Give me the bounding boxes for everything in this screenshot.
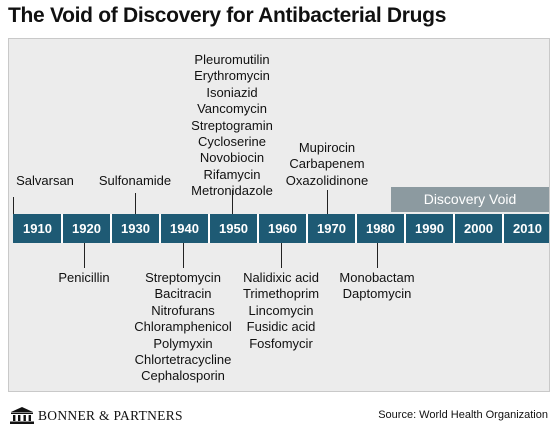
decade-label-1940: 1940	[170, 221, 199, 236]
drug-name: Cycloserine	[198, 134, 266, 150]
brand-name: BONNER & PARTNERS	[38, 407, 183, 423]
drugs-1930: Sulfonamide	[92, 173, 178, 189]
drug-name: Polymyxin	[153, 335, 213, 351]
drug-name: Carbapenem	[289, 156, 365, 172]
drug-name: Streptogramin	[191, 117, 273, 133]
decade-label-2010: 2010	[513, 221, 542, 236]
decade-divider	[306, 214, 308, 243]
drug-name: Isoniazid	[206, 84, 258, 100]
decade-divider	[159, 214, 161, 243]
drug-name: Novobiocin	[199, 150, 265, 166]
decade-label-1990: 1990	[415, 221, 444, 236]
drugs-1910: Salvarsan	[10, 173, 80, 189]
drugs-1980: Monobactam Daptomycin	[334, 270, 420, 303]
tick-1970	[327, 190, 328, 214]
drug-name: Pleuromutilin	[194, 52, 270, 67]
drug-name: Metronidazole	[191, 183, 273, 199]
drug-name: Chloramphenicol	[134, 319, 232, 335]
drug-name: Lincomycin	[248, 302, 314, 318]
decade-divider	[208, 214, 210, 243]
discovery-void-box: Discovery Void	[391, 187, 549, 212]
timeline-bar: 1910 1920 1930 1940 1950 1960 1970 1980 1990 2000…	[13, 214, 549, 243]
drug-name: Trimethoprim	[242, 286, 320, 302]
drug-name: Fusidic acid	[246, 319, 316, 335]
drug-name: Fosfomycir	[249, 335, 313, 351]
tick-1950	[232, 190, 233, 214]
drug-name: Sulfonamide	[98, 173, 172, 188]
drug-name: Erythromycin	[194, 68, 270, 84]
drug-name: Oxazolidinone	[285, 172, 369, 188]
drug-name: Vancomycin	[197, 101, 267, 117]
decade-label-1950: 1950	[219, 221, 248, 236]
drug-name: Salvarsan	[16, 173, 74, 188]
drug-name: Mupirocin	[298, 140, 356, 155]
drugs-1950: Pleuromutilin Erythromycin Isoniazid Vancom…	[187, 52, 277, 200]
drug-name: Streptomycin	[145, 270, 221, 285]
drug-name: Chlortetracycline	[134, 352, 232, 368]
tick-1940	[183, 243, 184, 268]
drug-name: Nalidixic acid	[243, 270, 319, 285]
decade-label-2000: 2000	[464, 221, 493, 236]
decade-divider	[502, 214, 504, 243]
tick-1910	[13, 197, 14, 214]
decade-label-1970: 1970	[317, 221, 346, 236]
page-title: The Void of Discovery for Antibacterial …	[8, 4, 447, 27]
decade-label-1910: 1910	[23, 221, 52, 236]
decade-label-1980: 1980	[366, 221, 395, 236]
tick-1920	[84, 243, 85, 268]
drugs-1970: Mupirocin Carbapenem Oxazolidinone	[282, 140, 372, 189]
decade-divider	[355, 214, 357, 243]
drug-name: Cephalosporin	[141, 368, 225, 384]
decade-divider	[257, 214, 259, 243]
drug-name: Rifamycin	[203, 166, 261, 182]
drugs-1960: Nalidixic acid Trimethoprim Lincomycin Fusi…	[236, 270, 326, 352]
decade-label-1960: 1960	[268, 221, 297, 236]
tick-1930	[135, 193, 136, 214]
decade-divider	[110, 214, 112, 243]
drug-name: Penicillin	[58, 270, 110, 285]
drugs-1920: Penicillin	[49, 270, 119, 286]
decade-divider	[404, 214, 406, 243]
building-columns-icon	[10, 407, 34, 424]
decade-divider	[453, 214, 455, 243]
tick-1960	[281, 243, 282, 268]
decade-label-1930: 1930	[121, 221, 150, 236]
drug-name: Nitrofurans	[151, 302, 215, 318]
drug-name: Daptomycin	[342, 286, 412, 302]
drug-name: Bacitracin	[154, 286, 212, 302]
tick-1980	[377, 243, 378, 268]
brand-logo: BONNER & PARTNERS	[10, 407, 183, 424]
drug-name: Monobactam	[339, 270, 415, 285]
drugs-1940: Streptomycin Bacitracin Nitrofurans Chloram…	[133, 270, 233, 385]
source-note: Source: World Health Organization	[378, 409, 548, 421]
decade-label-1920: 1920	[72, 221, 101, 236]
decade-divider	[61, 214, 63, 243]
